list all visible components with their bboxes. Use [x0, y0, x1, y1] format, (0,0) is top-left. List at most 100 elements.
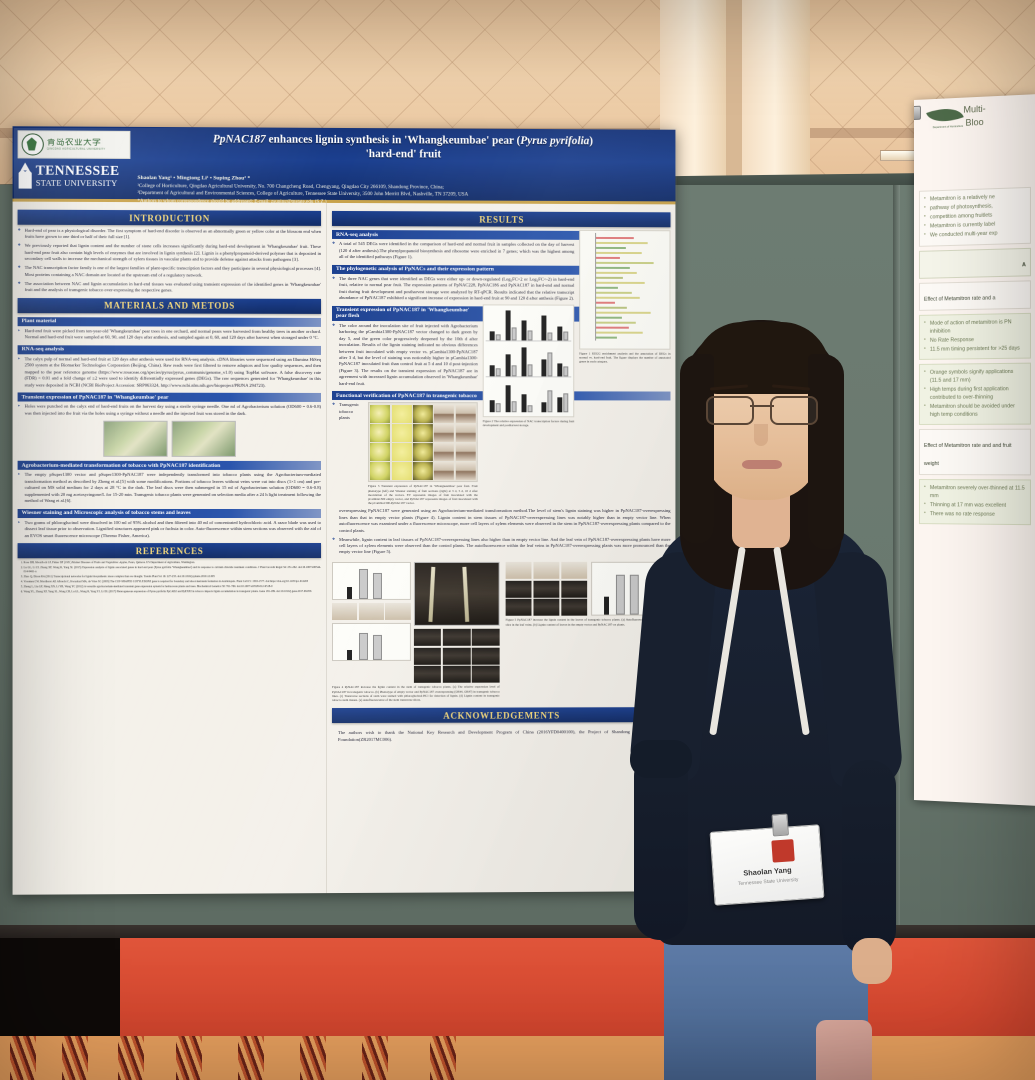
rnaseq-bullets: The calyx pulp of normal and hard-end fr… — [18, 356, 321, 389]
method-bullet: Two grams of phloroglucinol were dissolv… — [18, 520, 321, 539]
photo-fruit-injection-1 — [103, 420, 168, 458]
figure-4d-chart — [332, 623, 411, 662]
neighbor-box3-heading: Effect of Metamitron rate and and fruit … — [923, 443, 1012, 468]
section-header-references: REFERENCES — [17, 543, 321, 559]
neighbor-box-3-heading: Effect of Metamitron rate and and fruit … — [918, 428, 1031, 476]
poster-left-column: INTRODUCTION Hard-end of pear is a physi… — [13, 202, 326, 895]
neighbor-box3-bullet: There was no rate response — [924, 510, 1026, 519]
intro-bullet: We previously reported that lignin conte… — [18, 243, 321, 263]
presenter-person: Shaolan Yang Tennessee State University — [620, 320, 920, 1080]
name-badge: Shaolan Yang Tennessee State University — [709, 813, 825, 906]
subsection-rnaseq-analysis: RNA-seq analysis — [17, 344, 321, 355]
neighbor-box-3: Metamitron severely over-thinned at 11.5… — [918, 479, 1031, 526]
figure-4e-autofluorescence — [413, 629, 500, 684]
hair-side-left — [680, 354, 714, 544]
section-header-results: RESULTS — [332, 210, 671, 228]
nose — [754, 424, 768, 446]
introduction-bullets: Hard-end of pear is a physiological diso… — [18, 228, 321, 295]
reference-item: Wang YL, Zhang XF, Yang SL, Wang CH, Lu … — [24, 590, 321, 594]
tsu-name-line1: TENNESSEE — [35, 162, 120, 179]
photo-fruit-injection-2 — [171, 421, 236, 458]
qau-chinese-name: 青岛农业大学 — [46, 138, 102, 148]
result-bullet: A total of 545 DEGs were identified in t… — [332, 241, 670, 262]
tower-icon — [18, 162, 33, 188]
neighbor-section-label: A — [918, 247, 1031, 279]
figure-4c-sections — [332, 603, 411, 621]
lens-left — [706, 396, 754, 425]
method-bullet: Hard-end fruit were picked from ten-year… — [18, 328, 321, 342]
intro-bullet: The NAC transcription factor family is o… — [18, 265, 321, 279]
poster-title-species: Pyrus pyrifolia — [520, 134, 590, 148]
reference-item: Rose DH, Meculloch LP, Fisher DF (1951) … — [24, 561, 321, 565]
qau-english-name: QINGDAO AGRICULTURAL UNIVERSITY — [46, 147, 106, 151]
poster-authors-block: Shaolan Yang¹ • Mingtong Li¹ • Suping Zh… — [137, 174, 667, 208]
research-poster: 青岛农业大学 QINGDAO AGRICULTURAL UNIVERSITY T… — [12, 126, 676, 895]
arm-left — [634, 750, 688, 940]
neighbor-section-label-text: A — [1022, 261, 1026, 268]
neighbor-box2-bullet: Metamitron should be avoided under high … — [924, 402, 1026, 419]
hand-right — [852, 938, 892, 984]
result-bullet: The three NAC genes that were identified… — [332, 276, 670, 303]
arm-right — [842, 760, 896, 956]
section-header-materials: MATERIALS AND METODS — [17, 297, 321, 314]
poster-title-line2: 'hard-end' fruit — [365, 148, 442, 161]
glasses-bridge — [750, 405, 774, 407]
reference-item: Zhao Q, Dixon RA (2011) Transcriptional … — [24, 575, 321, 579]
references-list: Rose DH, Meculloch LP, Fisher DF (1951) … — [18, 561, 321, 593]
intro-bullet: Hard-end of pear is a physiological diso… — [18, 228, 321, 242]
neighbor-box1-bullet: No Rate Response — [924, 335, 1026, 345]
poster-board-seam — [893, 185, 900, 945]
neighbor-box-2: Orange symbols signify applications (11.… — [918, 362, 1031, 426]
poster-logos: 青岛农业大学 QINGDAO AGRICULTURAL UNIVERSITY T… — [17, 130, 131, 189]
transient-expression-bullets: Holes were punched on the calyx end of h… — [18, 404, 321, 417]
badge-logo-stamp — [771, 839, 795, 863]
sleeve-left — [630, 740, 692, 778]
neighbor-box3-bullet: Thinning at 17 mm was excellent — [924, 501, 1026, 510]
neighbor-box3-bullet: Metamitron severely over-thinned at 11.5… — [924, 484, 1026, 501]
pillar-gap — [726, 0, 742, 196]
neighbor-intro-bullet: We conducted multi-year exp — [924, 229, 1026, 240]
neighbor-subsection-heading: Effect of Metamitron rate and a — [923, 294, 996, 303]
figure-4a-chart — [332, 562, 411, 601]
subsection-plant-material: Plant material — [17, 316, 321, 327]
horticulture-department-logo: Department of Horticulture — [926, 101, 968, 141]
method-bullet: The calyx pulp of normal and hard-end fr… — [18, 356, 321, 389]
hall-pillar-right — [740, 0, 810, 196]
poster-title-main: enhances lignin synthesis in 'Whangkeumb… — [265, 133, 521, 147]
neighbor-poster: Department of Horticulture Multi- Bloo M… — [914, 94, 1035, 806]
reference-item: Zheng L, Liu GF, Meng XN, Li YB, Wang YC… — [24, 585, 321, 589]
subsection-agrobacterium-transformation: Agrobacterium-mediated transformation of… — [17, 460, 321, 471]
poster-title-gene: PpNAC187 — [212, 133, 266, 146]
neighbor-box-1: Mode of action of metamitron is PN inhib… — [918, 312, 1031, 360]
figure-5a-leaf-vein-images — [505, 562, 588, 617]
results-subsection-phylogenetic-label: The phylogenetic analysis of PpNACs and … — [336, 266, 494, 273]
tennessee-state-university-logo: TENNESSEE STATE UNIVERSITY — [18, 162, 131, 189]
reference-item: Vroemen CW, Mordhorst AP, Albrecht C, Kw… — [24, 580, 321, 584]
subsection-wiesner-staining: Wiesner staining and Microscopic analysi… — [17, 508, 321, 518]
neighbor-box2-bullet: Orange symbols signify applications (11.… — [924, 368, 1026, 385]
horticulture-logo-text: Department of Horticulture — [932, 124, 964, 130]
qingdao-agricultural-university-logo: 青岛农业大学 QINGDAO AGRICULTURAL UNIVERSITY — [17, 130, 131, 159]
reference-item: Lu GL, Li ZJ, Zhang XF, Wang R, Yang SL … — [24, 566, 321, 573]
poster-clip-icon — [914, 105, 921, 121]
plant-material-bullets: Hard-end fruit were picked from ten-year… — [18, 328, 321, 342]
university-seal-icon — [21, 133, 44, 156]
mouth — [742, 460, 782, 469]
neighbor-box1-bullet: 11.5 mm timing persistent for >25 days — [924, 344, 1026, 354]
method-bullet: The empty pSuper1300 vector and pSuper13… — [18, 472, 321, 504]
poster-header: 青岛农业大学 QINGDAO AGRICULTURAL UNIVERSITY T… — [12, 126, 676, 205]
results-rnaseq-bullets: A total of 545 DEGs were identified in t… — [332, 241, 670, 262]
agrobacterium-bullets: The empty pSuper1300 vector and pSuper13… — [18, 472, 321, 504]
figure-4: Figure 4 PpNAC187 increase the lignin co… — [332, 562, 500, 702]
subsection-transient-expression: Transient expression of PpNAC187 in 'Wha… — [17, 392, 321, 403]
section-header-introduction: INTRODUCTION — [17, 209, 321, 226]
neighbor-subsection-heading-box: Effect of Metamitron rate and a — [918, 279, 1031, 311]
figure-4-caption: Figure 4 PpNAC187 increase the lignin co… — [332, 685, 500, 702]
method-bullet: Holes were punched on the calyx end of h… — [18, 404, 321, 417]
hair-top — [694, 322, 830, 394]
neighbor-box2-bullet: High temps during first application cont… — [924, 385, 1026, 402]
poster-title: PpNAC187 enhances lignin synthesis in 'W… — [137, 132, 667, 164]
results-phylogenetic-bullets: The three NAC genes that were identified… — [332, 276, 670, 303]
neighbor-box1-bullet: Mode of action of metamitron is PN inhib… — [924, 318, 1026, 336]
